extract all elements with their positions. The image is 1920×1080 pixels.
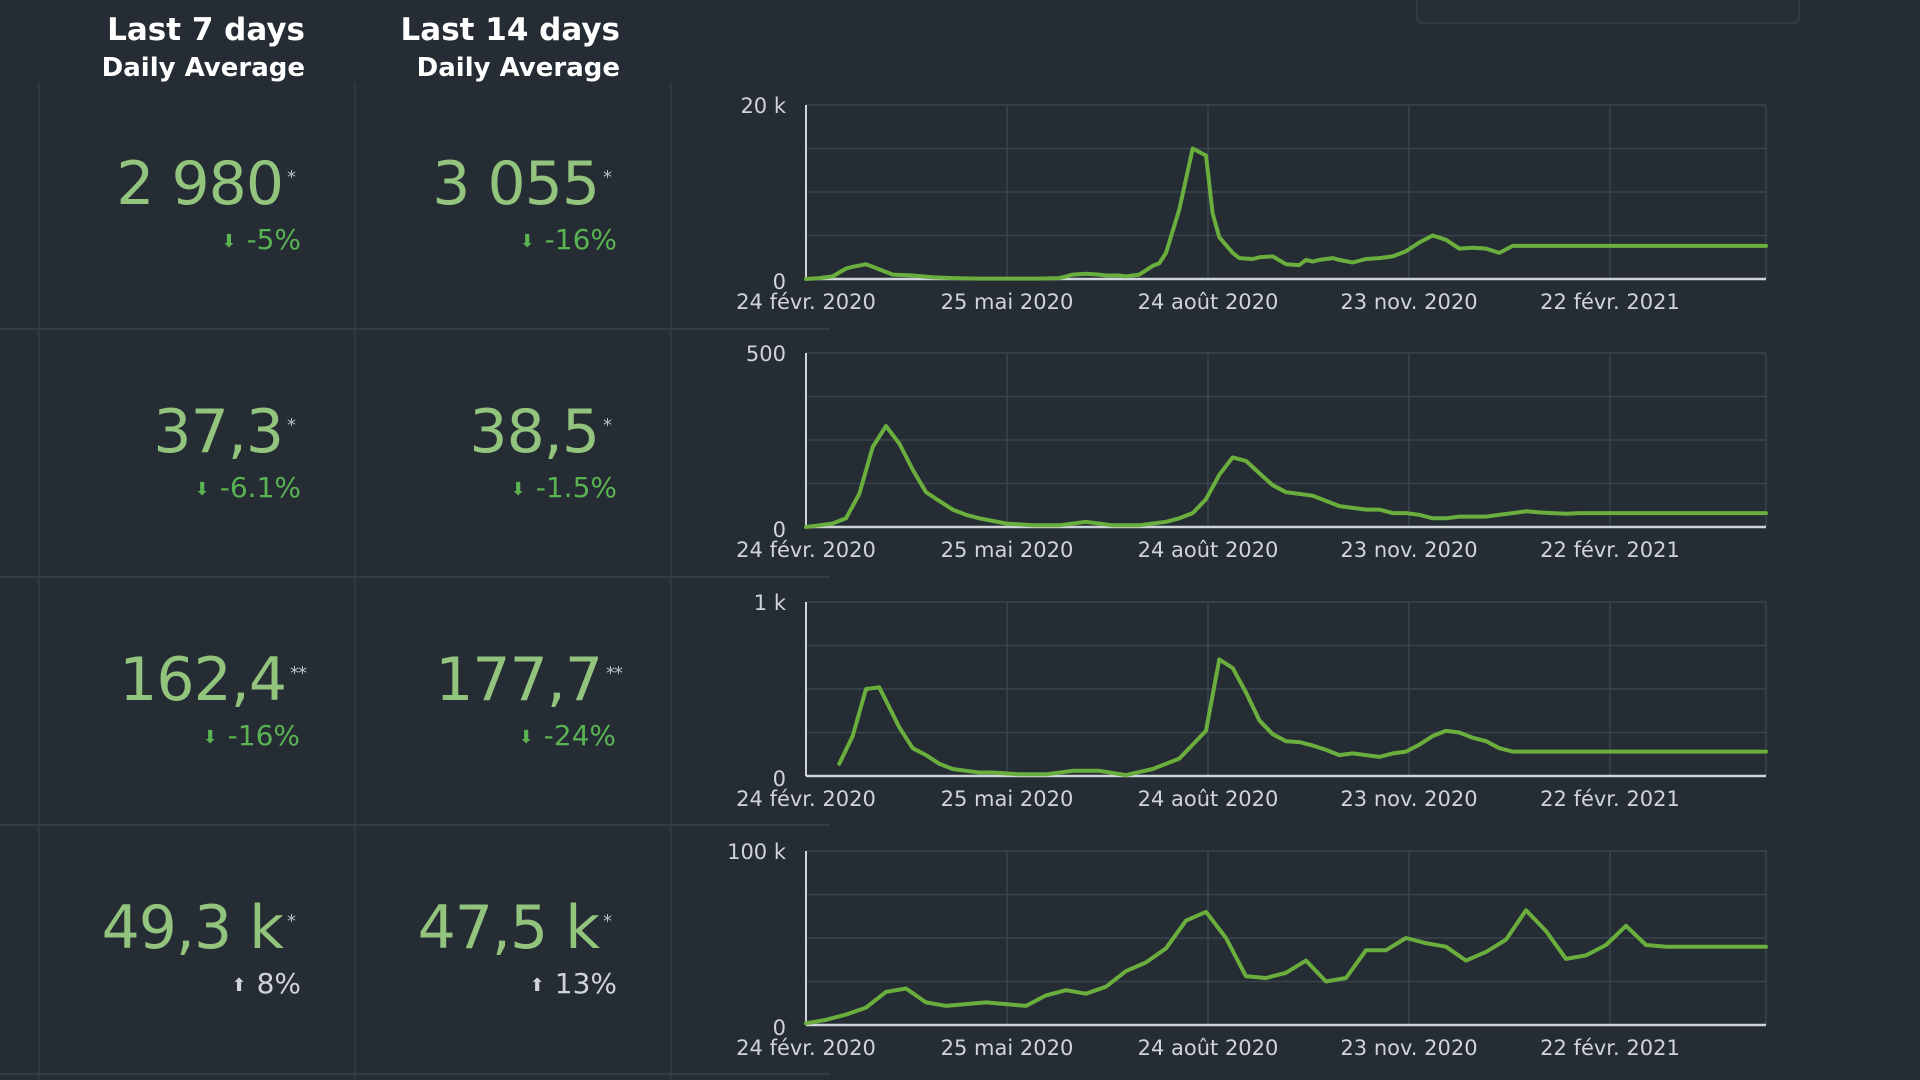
kpi-row2-last7: 37,3 * ⬇ -6.1% [153,397,301,510]
arrow-up-icon: ⬆ [529,975,545,996]
kpi-value: 47,5 k * [417,893,612,963]
footnote-marker: * [287,415,296,436]
series-line [837,657,1768,778]
x-tick-label: 22 févr. 2021 [1540,290,1680,314]
x-tick-label: 24 févr. 2020 [736,290,876,314]
x-tick-label: 25 mai 2020 [941,787,1074,811]
x-tick-label: 23 nov. 2020 [1340,1036,1477,1060]
header-last-7-days: Last 7 days Daily Average [102,10,305,86]
x-tick-label: 25 mai 2020 [941,538,1074,562]
footnote-marker: * [603,415,612,436]
footnote-marker: ** [290,663,307,684]
series-line [804,424,1768,529]
kpi-change: ⬇ -1.5% [469,470,617,510]
kpi-row2-last14: 38,5 * ⬇ -1.5% [469,397,617,510]
kpi-value: 37,3 * [153,397,296,467]
top-control-box[interactable] [1416,0,1800,24]
kpi-change: ⬇ -24% [435,718,616,758]
kpi-row1-last7: 2 980 * ⬇ -5% [116,149,301,262]
y-tick-label: 0 [773,1016,786,1040]
row-divider [0,328,830,330]
header-last-7-days-subtitle: Daily Average [101,53,305,83]
footnote-marker: * [287,167,296,188]
chart-4: 100 k 024 févr. 2020 25 mai 2020 24 août 20… [727,840,1768,1060]
kpi-value: 3 055 * [432,149,612,219]
y-tick-label: 0 [773,270,786,294]
kpi-value: 162,4 ** [119,645,307,715]
arrow-up-icon: ⬆ [231,975,247,996]
kpi-row3-last14: 177,7 ** ⬇ -24% [435,645,623,758]
header-last-14-days-title: Last 14 days [400,12,620,48]
footnote-marker: * [603,167,612,188]
kpi-row4-last14: 47,5 k * ⬆ 13% [417,893,617,1006]
chart-1: 20 k 024 févr. 2020 25 mai 2020 24 août 202… [736,94,1768,314]
row-divider [0,576,830,578]
kpi-row4-last7: 49,3 k * ⬆ 8% [101,893,301,1006]
x-tick-label: 22 févr. 2021 [1540,1036,1680,1060]
y-tick-label: 0 [773,518,786,542]
kpi-value: 38,5 * [469,397,612,467]
y-tick-label: 1 k [754,591,787,615]
kpi-value: 2 980 * [116,149,296,219]
header-last-14-days-subtitle: Daily Average [416,53,620,83]
x-tick-label: 25 mai 2020 [941,1036,1074,1060]
kpi-value: 177,7 ** [435,645,623,715]
row-divider [0,824,830,826]
chart-2: 500 024 févr. 2020 25 mai 2020 24 août 2020… [736,342,1768,562]
x-tick-label: 24 août 2020 [1138,538,1279,562]
kpi-row3-last7: 162,4 ** ⬇ -16% [119,645,307,758]
series-line [804,908,1768,1026]
chart-3: 1 k 024 févr. 2020 25 mai 2020 24 août 2020… [736,591,1768,811]
x-tick-label: 23 nov. 2020 [1340,290,1477,314]
column-divider [670,82,672,1080]
x-tick-label: 23 nov. 2020 [1340,787,1477,811]
y-tick-label: 20 k [740,94,786,118]
arrow-down-icon: ⬇ [510,479,526,500]
arrow-down-icon: ⬇ [518,727,534,748]
x-tick-label: 23 nov. 2020 [1340,538,1477,562]
kpi-change: ⬇ -16% [119,718,300,758]
x-tick-label: 24 août 2020 [1138,1036,1279,1060]
x-tick-label: 24 févr. 2020 [736,538,876,562]
column-divider [354,82,356,1080]
kpi-change: ⬆ 8% [102,966,301,1006]
kpi-change: ⬇ -16% [432,222,617,262]
column-divider [38,82,40,1080]
x-tick-label: 24 févr. 2020 [736,787,876,811]
arrow-down-icon: ⬇ [202,727,218,748]
y-tick-label: 0 [773,767,786,791]
x-tick-label: 25 mai 2020 [941,290,1074,314]
footnote-marker: ** [606,663,623,684]
x-tick-label: 24 févr. 2020 [736,1036,876,1060]
x-tick-label: 22 févr. 2021 [1540,538,1680,562]
series-line [804,146,1768,281]
row-divider [0,1073,830,1075]
header-last-14-days: Last 14 days Daily Average [401,10,620,86]
footnote-marker: * [603,911,612,932]
footnote-marker: * [287,911,296,932]
x-tick-label: 24 août 2020 [1138,787,1279,811]
kpi-row1-last14: 3 055 * ⬇ -16% [432,149,617,262]
arrow-down-icon: ⬇ [194,479,210,500]
x-tick-label: 22 févr. 2021 [1540,787,1680,811]
y-tick-label: 100 k [727,840,787,864]
kpi-change: ⬆ 13% [418,966,617,1006]
arrow-down-icon: ⬇ [221,231,237,252]
y-tick-label: 500 [746,342,786,366]
kpi-value: 49,3 k * [101,893,296,963]
kpi-change: ⬇ -5% [116,222,301,262]
x-tick-label: 24 août 2020 [1138,290,1279,314]
arrow-down-icon: ⬇ [519,231,535,252]
kpi-change: ⬇ -6.1% [153,470,301,510]
header-last-7-days-title: Last 7 days [107,12,305,48]
